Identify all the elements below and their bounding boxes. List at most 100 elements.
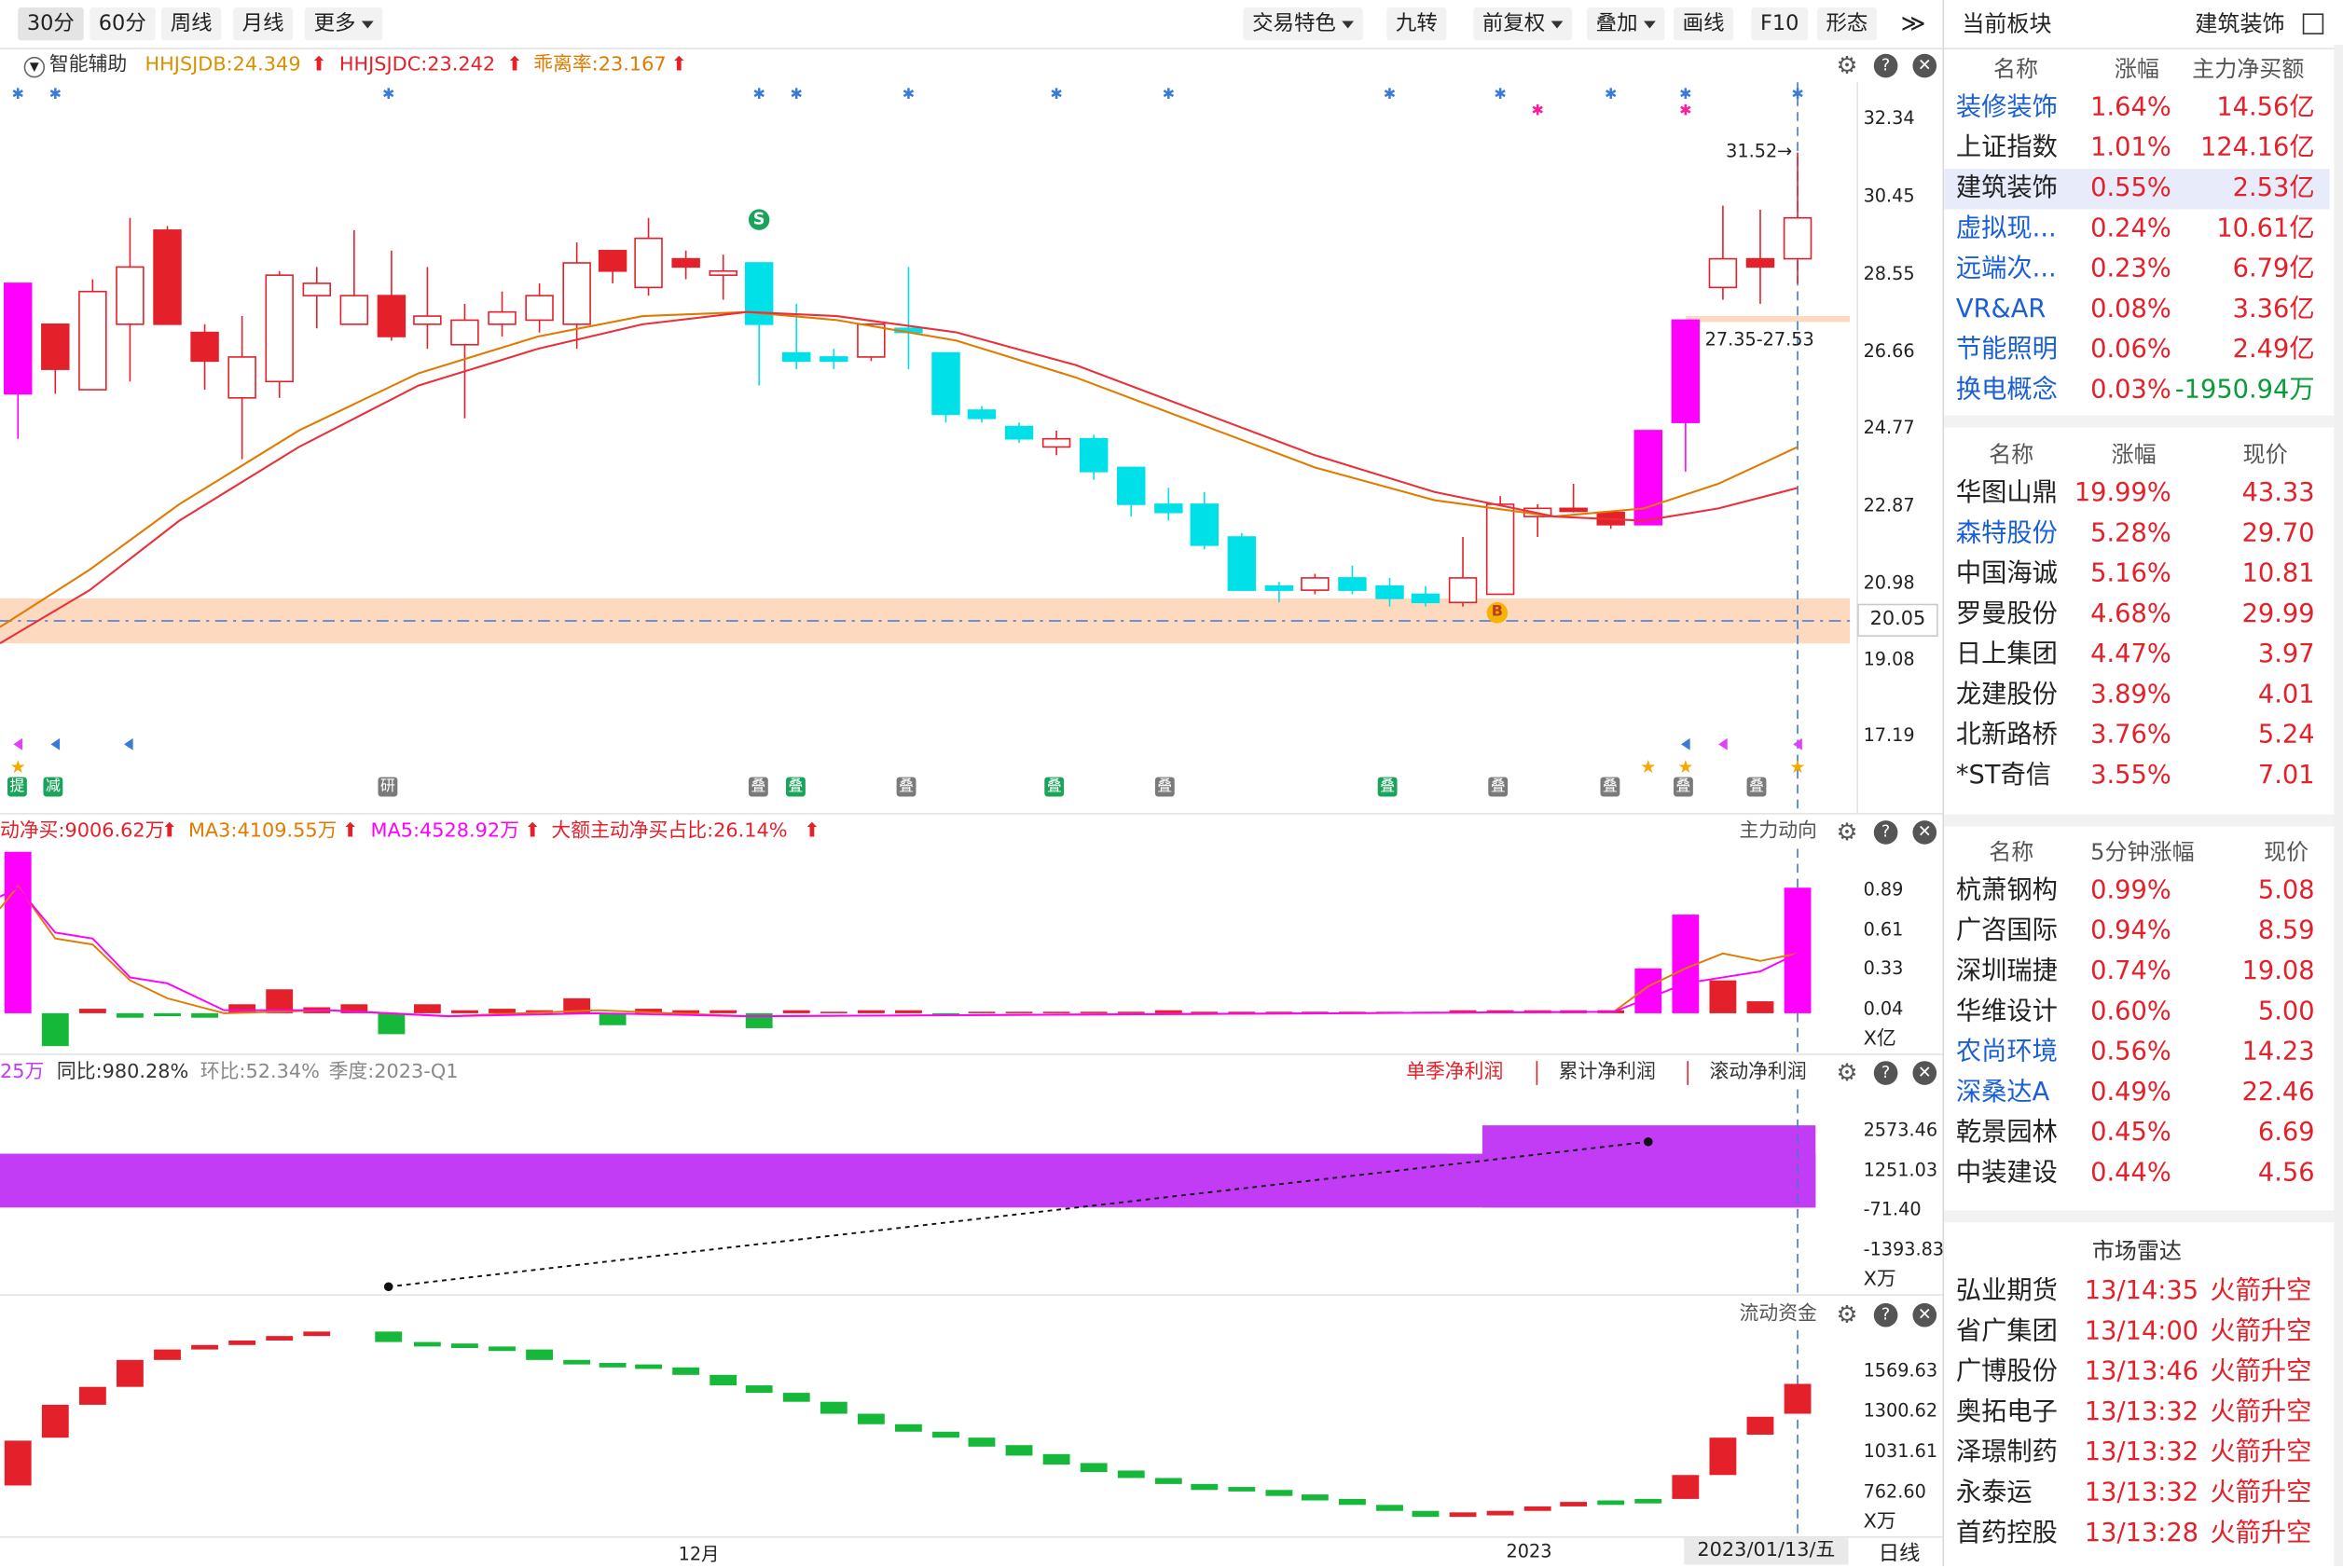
- event-tag[interactable]: 叠: [748, 777, 768, 797]
- list-item[interactable]: 装修装饰 1.64% 14.56亿: [1944, 89, 2329, 129]
- list-item[interactable]: 永泰运 13/13:32 火箭升空: [1944, 1474, 2329, 1514]
- list-item[interactable]: 虚拟现... 0.24% 10.61亿: [1944, 209, 2329, 249]
- main-force-chart[interactable]: [0, 848, 1853, 1052]
- stock-name[interactable]: 装修装饰: [1955, 92, 2058, 123]
- stock-name[interactable]: 农尚环境: [1955, 1037, 2058, 1067]
- stock-name[interactable]: 华维设计: [1955, 997, 2058, 1027]
- event-tag[interactable]: 叠: [1044, 777, 1065, 797]
- period-30min-button[interactable]: 30分: [18, 7, 84, 41]
- close-icon[interactable]: ✕: [1912, 53, 1937, 78]
- stock-name[interactable]: 节能照明: [1955, 335, 2058, 365]
- stock-name[interactable]: 建筑装饰: [1955, 172, 2058, 204]
- pane-divider[interactable]: [0, 1053, 1943, 1055]
- close-icon[interactable]: ✕: [1912, 820, 1937, 845]
- stock-name[interactable]: 深桑达A: [1955, 1077, 2050, 1107]
- column-header[interactable]: 5分钟涨幅: [2090, 838, 2195, 866]
- stock-name[interactable]: 虚拟现...: [1955, 213, 2057, 244]
- stock-name[interactable]: 乾景园林: [1955, 1118, 2058, 1148]
- list-item[interactable]: 节能照明 0.06% 2.49亿: [1944, 330, 2329, 370]
- stock-name[interactable]: 永泰运: [1955, 1478, 2033, 1508]
- stock-name[interactable]: 广咨国际: [1955, 915, 2058, 946]
- list-item[interactable]: 省广集团 13/14:00 火箭升空: [1944, 1313, 2329, 1353]
- list-item[interactable]: *ST奇信 3.55% 7.01: [1944, 756, 2329, 796]
- help-icon[interactable]: ?: [1873, 820, 1898, 845]
- event-tag[interactable]: 研: [378, 777, 398, 797]
- column-header[interactable]: 名称: [1989, 440, 2034, 468]
- sell-signal-marker[interactable]: S: [748, 209, 770, 230]
- trade-feature-dropdown[interactable]: 交易特色: [1243, 7, 1363, 41]
- event-tag[interactable]: 叠: [1600, 777, 1620, 797]
- help-icon[interactable]: ?: [1873, 53, 1898, 78]
- list-item[interactable]: 华图山鼎 19.99% 43.33: [1944, 474, 2329, 514]
- period-label[interactable]: 日线: [1878, 1542, 1921, 1567]
- column-header[interactable]: 名称: [1993, 55, 2039, 83]
- collapse-icon[interactable]: ≫: [1900, 8, 1926, 38]
- list-item[interactable]: 农尚环境 0.56% 14.23: [1944, 1033, 2329, 1073]
- nine-turn-button[interactable]: 九转: [1386, 7, 1447, 41]
- pane-divider[interactable]: [0, 813, 1943, 815]
- event-tag[interactable]: 叠: [1154, 777, 1175, 797]
- buy-signal-marker[interactable]: B: [1486, 602, 1509, 624]
- column-header[interactable]: 现价: [2264, 838, 2309, 866]
- stock-name[interactable]: 中国海诚: [1955, 558, 2058, 589]
- event-tag[interactable]: 叠: [1377, 777, 1398, 797]
- column-header[interactable]: 主力净买额: [2192, 55, 2305, 83]
- expand-icon[interactable]: [2302, 13, 2324, 34]
- list-item[interactable]: 远端次... 0.23% 6.79亿: [1944, 250, 2329, 290]
- list-item[interactable]: 奥拓电子 13/13:32 火箭升空: [1944, 1393, 2329, 1433]
- pane-divider[interactable]: [0, 1294, 1943, 1296]
- stock-name[interactable]: 华图山鼎: [1955, 477, 2058, 509]
- scrollbar[interactable]: [2334, 45, 2343, 1567]
- column-header[interactable]: 涨幅: [2114, 55, 2159, 83]
- list-item[interactable]: 换电概念 0.03% -1950.94万: [1944, 371, 2329, 411]
- sector-name[interactable]: 建筑装饰: [2195, 10, 2285, 38]
- liquidity-chart[interactable]: [0, 1329, 1853, 1536]
- tab-rolling-profit[interactable]: 滚动净利润: [1709, 1061, 1807, 1084]
- list-item[interactable]: 中国海诚 5.16% 10.81: [1944, 555, 2329, 595]
- period-month-button[interactable]: 月线: [233, 7, 294, 41]
- list-item[interactable]: 龙建股份 3.89% 4.01: [1944, 676, 2329, 716]
- list-item[interactable]: 广博股份 13/13:46 火箭升空: [1944, 1353, 2329, 1393]
- list-item[interactable]: 深桑达A 0.49% 22.46: [1944, 1073, 2329, 1113]
- stock-name[interactable]: 罗曼股份: [1955, 598, 2058, 629]
- stock-name[interactable]: 龙建股份: [1955, 680, 2058, 710]
- gear-icon[interactable]: ⚙: [1836, 1300, 1858, 1329]
- help-icon[interactable]: ?: [1873, 1061, 1898, 1085]
- list-item[interactable]: 建筑装饰 0.55% 2.53亿: [1944, 169, 2330, 210]
- event-tag[interactable]: 叠: [1674, 777, 1693, 797]
- stock-name[interactable]: 远端次...: [1955, 254, 2057, 284]
- help-icon[interactable]: ?: [1873, 1302, 1898, 1327]
- list-item[interactable]: 森特股份 5.28% 29.70: [1944, 514, 2329, 554]
- stock-name[interactable]: 杭萧钢构: [1955, 875, 2058, 906]
- stock-name[interactable]: 北新路桥: [1955, 720, 2058, 750]
- column-header[interactable]: 涨幅: [2111, 440, 2157, 468]
- list-item[interactable]: VR&AR 0.08% 3.36亿: [1944, 290, 2329, 330]
- gear-icon[interactable]: ⚙: [1836, 1057, 1858, 1087]
- stock-name[interactable]: VR&AR: [1955, 294, 2047, 324]
- stock-name[interactable]: 首药控股: [1955, 1518, 2058, 1548]
- stock-name[interactable]: 上证指数: [1955, 132, 2058, 163]
- chevron-down-icon[interactable]: ▼: [23, 56, 46, 78]
- event-tag[interactable]: 提: [7, 777, 27, 797]
- list-item[interactable]: 深圳瑞捷 0.74% 19.08: [1944, 952, 2329, 992]
- stock-name[interactable]: 泽璟制药: [1955, 1437, 2058, 1468]
- stock-name[interactable]: 换电概念: [1955, 375, 2058, 406]
- pattern-button[interactable]: 形态: [1816, 7, 1877, 41]
- list-item[interactable]: 中装建设 0.44% 4.56: [1944, 1154, 2329, 1194]
- close-icon[interactable]: ✕: [1912, 1302, 1937, 1327]
- net-profit-chart[interactable]: [0, 1089, 1853, 1293]
- stock-name[interactable]: 深圳瑞捷: [1955, 956, 2058, 987]
- stock-name[interactable]: 森特股份: [1955, 518, 2058, 549]
- event-tag[interactable]: 叠: [1488, 777, 1509, 797]
- list-item[interactable]: 弘业期货 13/14:35 火箭升空: [1944, 1272, 2329, 1312]
- period-60min-button[interactable]: 60分: [90, 7, 156, 41]
- gear-icon[interactable]: ⚙: [1836, 817, 1858, 846]
- list-item[interactable]: 杭萧钢构 0.99% 5.08: [1944, 872, 2329, 912]
- event-tag[interactable]: 叠: [1746, 777, 1767, 797]
- event-tag[interactable]: 叠: [896, 777, 917, 797]
- column-header[interactable]: 现价: [2242, 440, 2288, 468]
- overlay-dropdown[interactable]: 叠加: [1587, 7, 1665, 41]
- list-item[interactable]: 北新路桥 3.76% 5.24: [1944, 716, 2329, 756]
- list-item[interactable]: 日上集团 4.47% 3.97: [1944, 635, 2329, 675]
- stock-name[interactable]: 日上集团: [1955, 640, 2058, 670]
